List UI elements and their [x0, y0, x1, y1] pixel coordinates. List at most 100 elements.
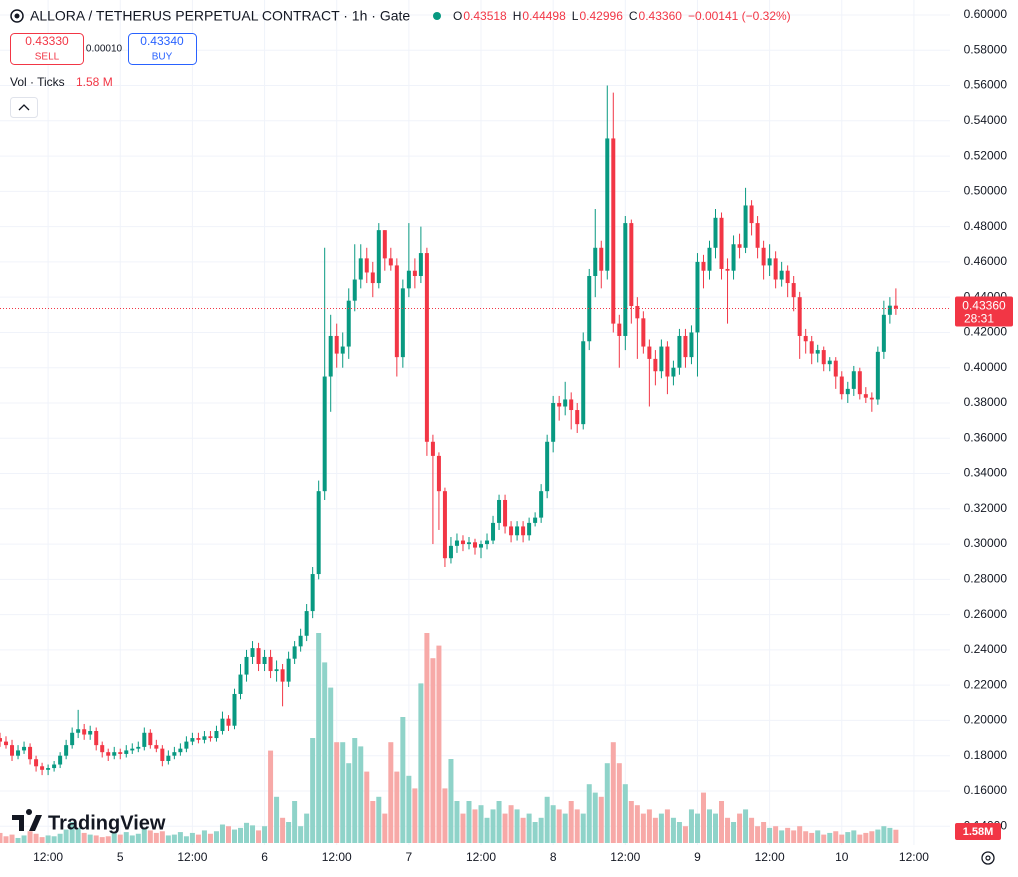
candle-body: [400, 288, 405, 358]
candle-body: [671, 367, 676, 377]
status-dot: [433, 12, 441, 20]
buy-button[interactable]: [128, 33, 197, 65]
candle-body: [250, 648, 255, 657]
candle-body: [292, 646, 297, 659]
volume-bar: [851, 830, 857, 843]
volume-bar: [412, 788, 418, 843]
y-tick-label: 0.36000: [964, 430, 1008, 444]
candle-body: [184, 741, 189, 749]
candle-body: [647, 346, 652, 359]
candle-body: [785, 270, 790, 284]
candle-body: [575, 410, 580, 425]
ohlc-value: 0.43518: [463, 9, 507, 23]
volume-bar: [27, 831, 33, 843]
candle-body: [244, 656, 249, 675]
buy-price[interactable]: 0.43340: [140, 34, 184, 48]
ohlc-value: 0.43360: [639, 9, 683, 23]
candle-body: [298, 635, 303, 647]
volume-bar: [238, 827, 244, 843]
volume-bar: [231, 829, 237, 843]
candle-body: [503, 499, 508, 527]
sell-label[interactable]: SELL: [35, 52, 60, 63]
candle-body: [238, 674, 243, 694]
candle-body: [857, 371, 862, 395]
volume-bar: [863, 832, 869, 843]
volume-bar: [3, 836, 9, 843]
settings-icon[interactable]: [981, 851, 995, 865]
candle-body: [352, 279, 357, 301]
y-tick-label: 0.22000: [964, 677, 1008, 691]
candle-body: [94, 731, 99, 746]
candle-body: [683, 335, 688, 358]
candle-body: [569, 399, 574, 411]
volume-bar: [767, 827, 773, 843]
volume-bar: [791, 830, 797, 843]
volume-bar: [123, 832, 129, 843]
candle-body: [394, 265, 399, 358]
candle-body: [442, 491, 447, 559]
candle-body: [460, 540, 465, 545]
y-tick-label: 0.48000: [964, 219, 1008, 233]
collapse-button[interactable]: [10, 97, 38, 118]
volume-bar: [466, 801, 472, 843]
candle-body: [851, 371, 856, 389]
volume-bar: [340, 742, 346, 843]
settings-icon-center[interactable]: [985, 855, 991, 861]
volume-bar: [839, 834, 845, 843]
volume-bar: [676, 822, 682, 843]
volume-bar: [310, 738, 316, 843]
volume-layer: [0, 633, 899, 843]
volume-bar: [201, 830, 207, 843]
candle-body: [791, 283, 796, 298]
candle-body: [839, 376, 844, 395]
candle-body: [328, 335, 333, 377]
volume-bar: [280, 817, 286, 843]
candle-body: [382, 230, 387, 259]
collapse-icon[interactable]: [18, 104, 30, 111]
candle-body: [815, 350, 820, 354]
candle-body: [286, 658, 291, 682]
candle-body: [479, 544, 484, 548]
sell-price[interactable]: 0.43330: [25, 34, 69, 48]
candle-body: [551, 402, 556, 442]
volume-bar: [99, 837, 105, 843]
volume-bar: [628, 801, 634, 843]
volume-bar: [382, 813, 388, 843]
volume-bar: [779, 830, 785, 843]
y-tick-label: 0.20000: [964, 713, 1008, 727]
ohlc-key: C: [629, 9, 638, 23]
last-price-tag: [955, 296, 1013, 327]
volume-bar: [352, 738, 358, 843]
volume-bar: [773, 826, 779, 843]
volume-bar: [256, 830, 262, 843]
volume-bar: [755, 826, 761, 843]
buy-label[interactable]: BUY: [152, 52, 173, 63]
symbol-icon-dot: [14, 13, 20, 19]
volume-bar: [815, 830, 821, 843]
volume-bar: [370, 801, 376, 843]
volume-bar: [538, 817, 544, 843]
sell-button[interactable]: [10, 33, 84, 65]
x-tick-label: 10: [835, 850, 849, 864]
volume-bar: [592, 792, 598, 843]
candle-body: [310, 574, 315, 612]
volume-bar: [153, 832, 159, 843]
volume-bar: [761, 822, 767, 843]
x-tick-label: 12:00: [466, 850, 496, 864]
volume-bar: [376, 796, 382, 843]
ohlc-key: O: [453, 9, 462, 23]
y-tick-label: 0.24000: [964, 642, 1008, 656]
x-tick-label: 8: [550, 850, 557, 864]
candle-body: [370, 272, 375, 284]
candle-body: [304, 611, 309, 636]
volume-bar: [195, 834, 201, 843]
candle-body: [875, 351, 880, 400]
candle-body: [136, 746, 141, 749]
y-tick-label: 0.56000: [964, 78, 1008, 92]
volume-bar: [135, 833, 141, 843]
candle-body: [623, 223, 628, 336]
volume-bar: [15, 837, 21, 843]
volume-bar: [496, 801, 502, 843]
volume-bar: [658, 813, 664, 843]
